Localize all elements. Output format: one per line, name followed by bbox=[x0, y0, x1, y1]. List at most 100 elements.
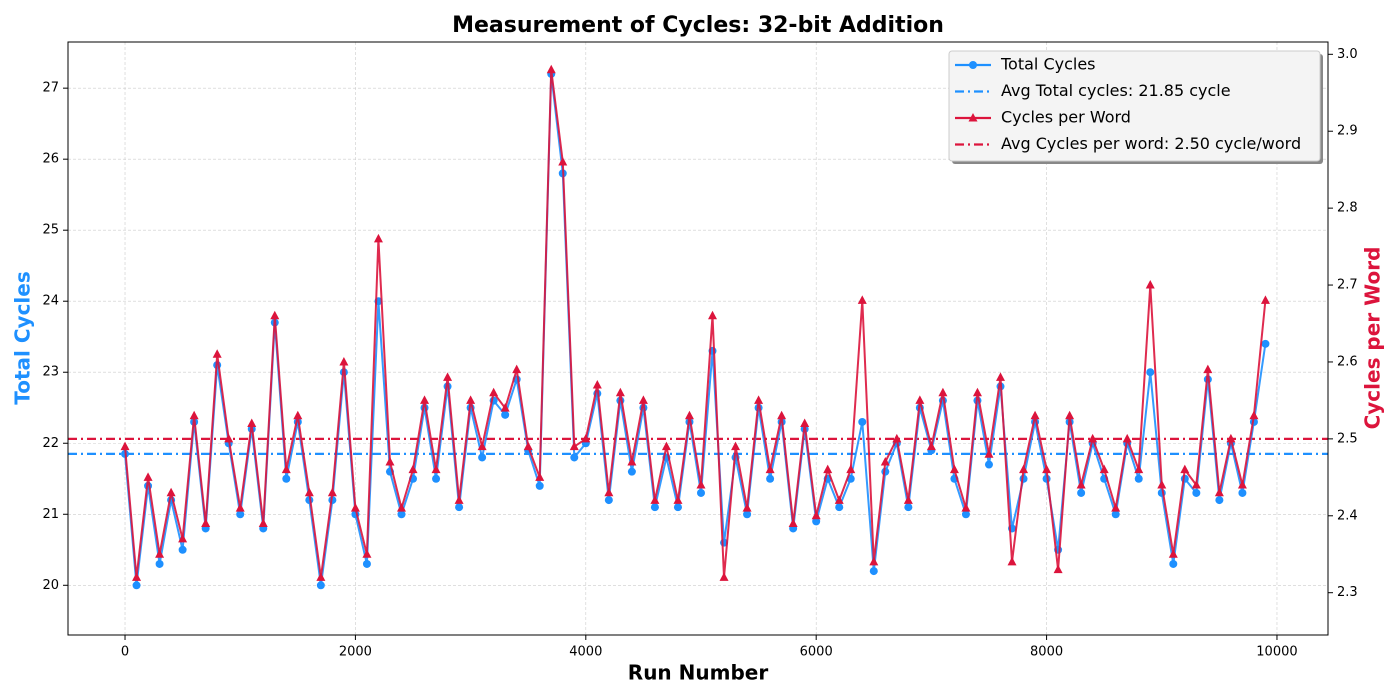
series-line bbox=[124, 68, 1267, 579]
point bbox=[1077, 488, 1086, 497]
point bbox=[454, 495, 464, 504]
point bbox=[765, 464, 775, 474]
point bbox=[961, 503, 971, 512]
point bbox=[972, 387, 982, 397]
y-axis-label: Total Cycles bbox=[11, 271, 35, 405]
point bbox=[857, 295, 867, 304]
point bbox=[1099, 464, 1109, 474]
point bbox=[212, 349, 222, 358]
point bbox=[1007, 556, 1017, 566]
point bbox=[800, 418, 810, 427]
point bbox=[1261, 339, 1270, 348]
x-tick-label: 0 bbox=[121, 645, 129, 660]
point bbox=[1215, 496, 1224, 505]
point bbox=[604, 487, 614, 497]
point bbox=[201, 518, 211, 527]
y-tick-label: 22 bbox=[42, 436, 59, 451]
point bbox=[812, 517, 821, 526]
point bbox=[501, 410, 510, 419]
point bbox=[1088, 433, 1098, 443]
point bbox=[431, 464, 441, 474]
point bbox=[466, 395, 476, 404]
point bbox=[1203, 364, 1213, 374]
point bbox=[731, 441, 741, 451]
point bbox=[811, 510, 821, 520]
x-tick-label: 2000 bbox=[339, 645, 372, 660]
point bbox=[489, 387, 499, 397]
point bbox=[477, 441, 487, 451]
point bbox=[892, 433, 902, 443]
y2-tick-label: 2.3 bbox=[1337, 585, 1358, 600]
point bbox=[512, 364, 522, 374]
point bbox=[373, 233, 383, 243]
point bbox=[961, 510, 970, 519]
point bbox=[1226, 433, 1236, 443]
point bbox=[546, 64, 556, 74]
y2-tick-label: 2.7 bbox=[1337, 278, 1358, 293]
point bbox=[880, 456, 890, 466]
point bbox=[1065, 410, 1075, 420]
point bbox=[949, 464, 959, 474]
point bbox=[719, 572, 729, 581]
point bbox=[743, 510, 752, 519]
legend-marker bbox=[968, 113, 978, 122]
point bbox=[938, 387, 948, 397]
point bbox=[258, 518, 268, 527]
y-tick-label: 26 bbox=[42, 152, 59, 167]
x-tick-label: 6000 bbox=[800, 645, 833, 660]
point bbox=[362, 559, 371, 568]
point bbox=[835, 503, 844, 512]
point bbox=[661, 441, 671, 451]
point bbox=[236, 510, 245, 519]
point bbox=[443, 372, 453, 381]
point bbox=[684, 410, 694, 420]
point bbox=[350, 503, 360, 512]
point bbox=[281, 464, 291, 474]
point bbox=[396, 503, 406, 512]
point bbox=[282, 474, 291, 483]
point bbox=[926, 441, 936, 451]
point bbox=[304, 487, 314, 497]
point bbox=[327, 487, 337, 497]
point bbox=[1134, 474, 1143, 483]
point bbox=[742, 503, 752, 512]
point bbox=[143, 472, 153, 481]
point bbox=[1168, 549, 1178, 558]
point bbox=[535, 472, 545, 481]
point bbox=[1019, 464, 1029, 474]
y-tick-label: 23 bbox=[42, 365, 59, 380]
legend-label: Avg Total cycles: 21.85 cycle bbox=[1001, 81, 1231, 100]
point bbox=[155, 559, 164, 568]
point bbox=[766, 474, 775, 483]
point bbox=[604, 496, 613, 505]
y2-tick-label: 2.9 bbox=[1337, 124, 1358, 139]
y-tick-label: 20 bbox=[42, 578, 59, 593]
point bbox=[788, 518, 798, 527]
x-tick-label: 10000 bbox=[1256, 645, 1297, 660]
point bbox=[1180, 464, 1190, 474]
point bbox=[673, 495, 683, 504]
point bbox=[650, 495, 660, 504]
point bbox=[293, 410, 303, 420]
y-tick-label: 27 bbox=[42, 81, 59, 96]
x-tick-label: 8000 bbox=[1030, 645, 1063, 660]
point bbox=[523, 441, 533, 451]
point bbox=[1169, 559, 1178, 568]
point bbox=[650, 503, 659, 512]
point bbox=[869, 567, 878, 576]
point bbox=[1192, 488, 1201, 497]
point bbox=[1238, 488, 1247, 497]
point bbox=[432, 474, 441, 483]
point bbox=[339, 356, 349, 366]
point bbox=[1111, 503, 1121, 512]
point bbox=[1030, 410, 1040, 420]
point bbox=[1157, 480, 1167, 489]
point bbox=[903, 495, 913, 504]
point bbox=[1145, 280, 1155, 289]
point bbox=[1122, 433, 1132, 443]
point bbox=[316, 581, 325, 590]
point bbox=[385, 456, 395, 466]
point bbox=[132, 581, 141, 590]
